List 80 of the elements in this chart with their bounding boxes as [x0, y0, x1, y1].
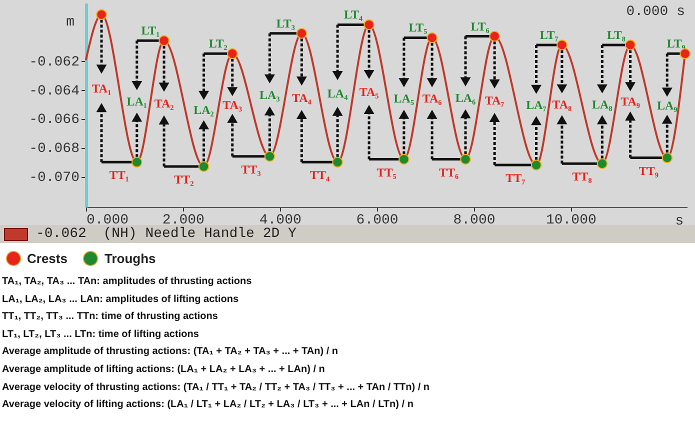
annotation: TA₂: [154, 96, 174, 111]
point: [426, 32, 438, 44]
annotation: TT₆: [438, 165, 459, 180]
x-tick-label: 4.000: [259, 212, 302, 228]
y-tick-label: -0.062: [29, 54, 80, 70]
annotation: TT₅: [376, 165, 397, 180]
annotation: LT₆: [470, 19, 490, 34]
annotation: LT₃: [276, 16, 296, 30]
annotation: LT₄: [344, 8, 363, 22]
point: [264, 151, 276, 162]
x-tick-label: 8.000: [453, 212, 496, 228]
annotation: TA₁: [92, 81, 112, 96]
point: [296, 28, 308, 39]
point: [460, 154, 471, 165]
annotation: TT₂: [174, 172, 194, 186]
point: [596, 158, 608, 169]
legend-label: Troughs: [104, 250, 156, 266]
x-tick-label: 0.000: [86, 212, 129, 228]
legend-label: Crests: [27, 250, 68, 266]
y-tick-label: -0.068: [29, 141, 80, 158]
annotation: TA₃: [222, 98, 242, 112]
annotation: TA₆: [422, 91, 442, 106]
point: [489, 30, 500, 42]
annotation: TT₁: [109, 168, 130, 182]
x-tick-label: 6.000: [356, 212, 398, 228]
annotation: TA₉: [620, 94, 640, 108]
annotation: TT₄: [310, 168, 330, 182]
annotation: LT₂: [208, 36, 228, 51]
annotation: LT₉: [666, 36, 686, 51]
annotation: TT₇: [506, 171, 526, 186]
text: Average amplitude of thrusting actions: (TA₁ + TA₂ + TA₃ + ... + TAn) / n: [2, 345, 340, 360]
annotation: LT₁: [141, 24, 160, 38]
annotation: LA₁: [126, 94, 148, 108]
point: [556, 40, 568, 50]
annotation: LA₃: [260, 88, 280, 102]
point: [158, 35, 170, 46]
point: [662, 152, 672, 164]
annotation: TA₈: [552, 97, 572, 112]
point: [96, 9, 107, 20]
y-tick-label: -0.066: [29, 112, 80, 128]
annotation: LT₅: [408, 20, 428, 35]
point: [680, 48, 690, 59]
annotation: LA₇: [526, 98, 547, 112]
text: Average velocity of thrusting actions: (TA₁ / TT₁ + TA₂ / TT₂ + TA₃ / TT₃ + ... + TAn / TTn) / n: [2, 380, 431, 395]
annotation: TT₈: [572, 170, 592, 184]
point: [132, 156, 142, 168]
point: [227, 48, 238, 59]
annotation: LA₄: [327, 86, 348, 100]
annotation: LA₆: [455, 90, 476, 105]
annotation: LA₅: [394, 91, 414, 106]
point: [530, 160, 542, 170]
point: [198, 161, 210, 172]
annotation: TT₃: [241, 162, 262, 176]
text: Average velocity of lifting actions: (LA₁ / LT₁ + LA₂ / LT₂ + LA₃ / LT₃ + ... + LAn / LTn) / n: [2, 398, 414, 412]
point: [332, 156, 343, 168]
point: [398, 154, 410, 165]
text: TT₁, TT₂, TT₃ ... TTn: time of thrusting actions: [2, 310, 219, 324]
x-axis-title: s: [675, 214, 684, 230]
x-tick-label: 10.000: [546, 212, 596, 228]
y-axis-title: m: [66, 14, 74, 30]
annotation: TA₅: [359, 84, 380, 99]
annotation: TT₉: [638, 164, 659, 178]
annotation: LA₂: [194, 103, 214, 118]
text: TA₁, TA₂, TA₃ ... TAn: amplitudes of thrusting actions: [2, 275, 253, 289]
annotation: LA₉: [656, 98, 678, 113]
y-tick-label: -0.070: [29, 170, 80, 186]
annotation: TA₇: [484, 94, 505, 108]
text: Average amplitude of lifting actions: (LA₁ + LA₂ + LA₃ + ... + LAn) / n: [2, 362, 326, 377]
y-tick-label: -0.064: [29, 83, 80, 100]
text: -0.062 (NH) Needle Handle 2D Y: [36, 226, 296, 242]
point: [624, 40, 636, 50]
annotation: LA₈: [592, 97, 613, 112]
annotation: LT₈: [606, 28, 626, 42]
annotation: LT₇: [540, 28, 559, 42]
annotation: TA₄: [292, 90, 312, 105]
point: [364, 19, 374, 30]
annotation: 0.000 s: [626, 4, 685, 20]
text: LA₁, LA₂, LA₃ ... LAn: amplitudes of lifting actions: [2, 292, 240, 307]
x-tick-label: 2.000: [162, 212, 204, 228]
text: LT₁, LT₂, LT₃ ... LTn: time of lifting actions: [2, 328, 200, 342]
